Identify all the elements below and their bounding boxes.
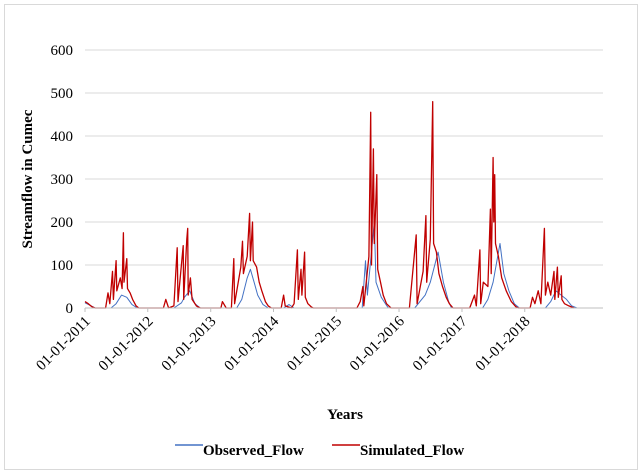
streamflow-chart: 0 100 200 300 400 500 600 01-01-2011 01-01-2012… [20, 43, 603, 459]
x-tick-label: 01-01-2014 [222, 313, 283, 374]
x-tick-label: 01-01-2012 [96, 314, 157, 375]
series-lines [84, 100, 578, 309]
y-tick-label: 400 [51, 129, 74, 145]
x-tick-labels: 01-01-2011 01-01-2012 01-01-2013 01-01-2014… [33, 308, 534, 375]
x-tick-label: 01-01-2016 [347, 313, 408, 374]
x-tick-label: 01-01-2011 [33, 314, 93, 374]
chart-frame: 0 100 200 300 400 500 600 01-01-2011 01-01-2012… [4, 4, 638, 470]
y-tick-label: 300 [51, 172, 74, 188]
y-tick-label: 100 [51, 258, 74, 274]
y-tick-label: 0 [66, 301, 74, 317]
y-tick-label: 500 [51, 86, 74, 102]
legend-label: Simulated_Flow [360, 443, 464, 459]
y-axis-title: Streamflow in Cumec [20, 109, 36, 248]
x-tick-label: 01-01-2018 [473, 314, 534, 375]
gridlines [85, 49, 603, 266]
y-tick-labels: 0 100 200 300 400 500 600 [51, 43, 74, 317]
y-tick-label: 200 [51, 215, 74, 231]
legend-label: Observed_Flow [203, 443, 304, 459]
x-tick-label: 01-01-2015 [284, 314, 345, 375]
legend: Observed_Flow Simulated_Flow [175, 443, 464, 459]
x-tick-label: 01-01-2013 [159, 314, 220, 375]
series-line-simulated-flow [84, 100, 575, 309]
x-axis-title: Years [327, 407, 363, 423]
y-tick-label: 600 [51, 43, 74, 59]
x-tick-label: 01-01-2017 [410, 313, 471, 374]
